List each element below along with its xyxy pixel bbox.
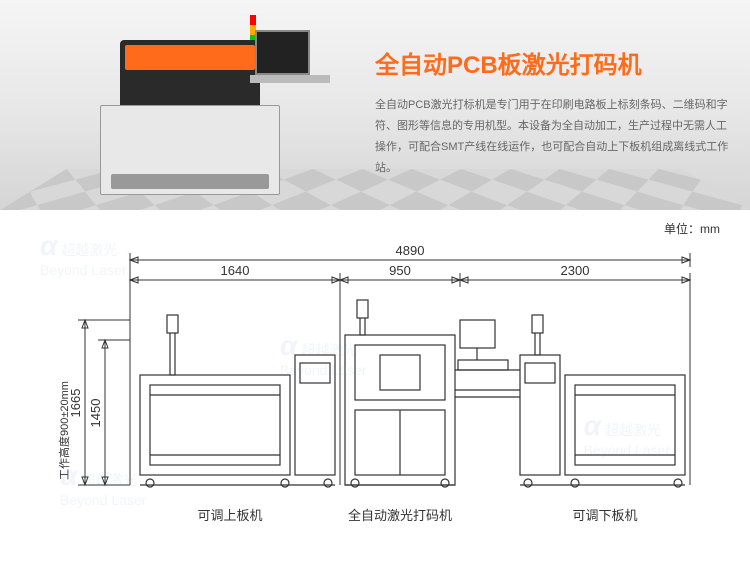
dim-mid: 950 xyxy=(389,263,411,278)
machine-accent xyxy=(125,45,255,70)
unit-label: 单位：mm xyxy=(664,220,720,237)
dim-total-width: 4890 xyxy=(396,243,425,258)
dim-right: 2300 xyxy=(561,263,590,278)
dim-left: 1640 xyxy=(221,263,250,278)
technical-drawing: 4890 1640 950 2300 1665 1450 工作高度900±20m… xyxy=(30,225,720,545)
label-left: 可调上板机 xyxy=(197,508,262,523)
monitor-icon xyxy=(255,30,310,75)
work-height-label: 工作高度900±20mm xyxy=(57,381,71,480)
label-right: 可调下板机 xyxy=(572,508,637,523)
right-machine-drawing xyxy=(520,315,685,487)
product-render xyxy=(100,15,330,195)
left-machine-drawing xyxy=(140,315,335,487)
arm-icon xyxy=(250,75,330,83)
hero-text-block: 全自动PCB板激光打码机 全自动PCB激光打标机是专门用于在印刷电路板上标刻条码… xyxy=(375,45,735,179)
center-machine-drawing xyxy=(345,300,520,487)
machine-base xyxy=(100,105,280,195)
product-title: 全自动PCB板激光打码机 xyxy=(375,45,735,80)
dimension-diagram: 单位：mm α 超越激光Beyond Laser α 超越激光Beyond La… xyxy=(0,210,750,561)
hero-section: 全自动PCB板激光打码机 全自动PCB激光打标机是专门用于在印刷电路板上标刻条码… xyxy=(0,0,750,210)
product-description: 全自动PCB激光打标机是专门用于在印刷电路板上标刻条码、二维码和字符、图形等信息… xyxy=(375,95,735,179)
dim-inner-height: 1450 xyxy=(88,399,103,428)
label-center: 全自动激光打码机 xyxy=(348,508,452,523)
